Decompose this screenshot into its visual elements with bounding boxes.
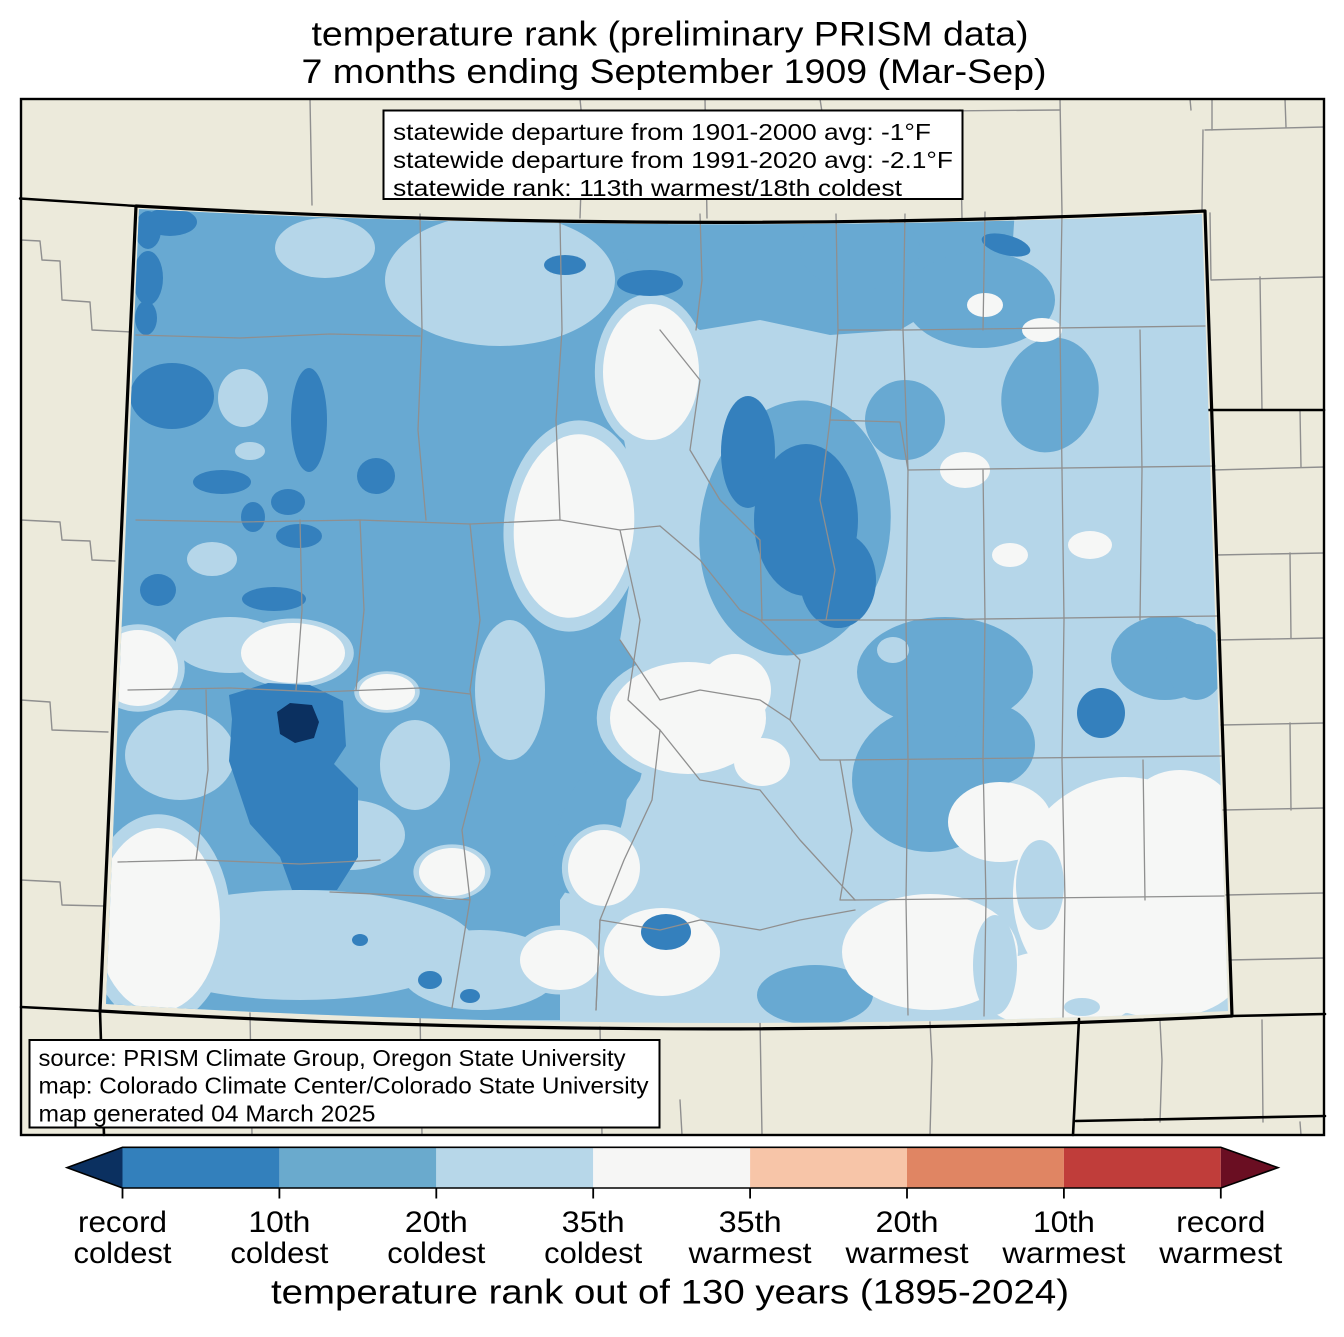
svg-text:record: record — [1176, 1206, 1265, 1239]
svg-text:10th: 10th — [1033, 1206, 1095, 1239]
svg-text:10th: 10th — [248, 1206, 310, 1239]
svg-text:record: record — [78, 1206, 167, 1239]
svg-text:coldest: coldest — [230, 1237, 329, 1270]
svg-text:statewide rank: 113th warmest/: statewide rank: 113th warmest/18th colde… — [393, 175, 903, 201]
svg-text:warmest: warmest — [844, 1237, 969, 1270]
svg-text:coldest: coldest — [387, 1237, 486, 1270]
svg-text:35th: 35th — [719, 1206, 782, 1239]
svg-text:statewide departure from 1901-: statewide departure from 1901-2000 avg: … — [393, 119, 931, 145]
svg-text:7 months ending September 1909: 7 months ending September 1909 (Mar-Sep) — [302, 53, 1047, 91]
svg-text:35th: 35th — [562, 1206, 625, 1239]
svg-text:20th: 20th — [405, 1206, 468, 1239]
svg-text:temperature rank (preliminary: temperature rank (preliminary PRISM data… — [312, 16, 1029, 54]
svg-text:map generated 04 March 2025: map generated 04 March 2025 — [39, 1101, 376, 1127]
svg-text:20th: 20th — [876, 1206, 939, 1239]
svg-text:warmest: warmest — [1001, 1237, 1126, 1270]
svg-text:temperature rank out of 130 ye: temperature rank out of 130 years (1895-… — [271, 1274, 1069, 1312]
svg-text:map: Colorado Climate Center/C: map: Colorado Climate Center/Colorado St… — [39, 1073, 649, 1099]
svg-text:warmest: warmest — [688, 1237, 813, 1270]
svg-text:source: PRISM Climate Group, O: source: PRISM Climate Group, Oregon Stat… — [39, 1045, 626, 1071]
svg-text:coldest: coldest — [544, 1237, 643, 1270]
svg-text:warmest: warmest — [1158, 1237, 1283, 1270]
svg-text:coldest: coldest — [74, 1237, 173, 1270]
svg-text:statewide departure from 1991-: statewide departure from 1991-2020 avg: … — [393, 147, 953, 173]
